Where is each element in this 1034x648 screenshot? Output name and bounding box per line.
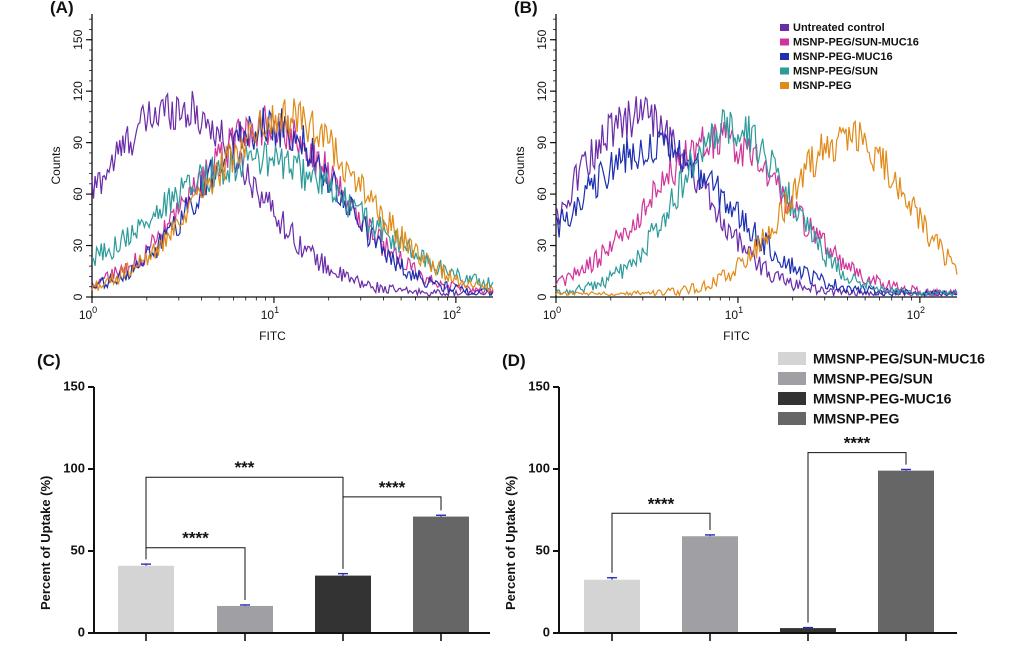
legend-swatch — [778, 412, 806, 425]
y-tick-label: 50 — [71, 542, 85, 557]
series-line-4 — [91, 140, 494, 291]
series-line-3 — [91, 107, 494, 297]
significance-bracket — [611, 512, 711, 573]
bar-1 — [584, 579, 640, 633]
y-axis-label: Counts — [49, 146, 63, 184]
legend-entry: MSNP-PEG/SUN-MUC16 — [793, 37, 919, 49]
y-tick-label: 120 — [535, 81, 549, 101]
panel-label: (D) — [502, 351, 526, 370]
significance-label: *** — [235, 458, 255, 477]
panel-label: (B) — [514, 0, 538, 17]
x-tick-label: 101 — [725, 305, 743, 322]
y-axis-label: Percent of Uptake (%) — [503, 476, 518, 610]
legend-swatch — [780, 82, 789, 89]
legend-swatch — [780, 38, 789, 46]
panel-label: (C) — [37, 351, 61, 370]
y-tick-label: 120 — [71, 81, 85, 101]
bar-2 — [682, 536, 738, 633]
legend-swatch — [780, 67, 789, 75]
y-tick-label: 100 — [528, 460, 550, 475]
significance-label: **** — [648, 494, 675, 513]
y-tick-label: 100 — [63, 460, 85, 475]
legend-swatch — [780, 53, 789, 60]
series-line-3 — [555, 130, 958, 298]
series-line-5 — [555, 119, 958, 298]
significance-bracket — [342, 496, 442, 569]
histogram-panel-b: (B) 0 30 60 90 120 150 100 101 102 FITC Counts Untre… — [513, 0, 958, 343]
legend-swatch — [778, 392, 806, 405]
x-axis-label: FITC — [259, 329, 286, 343]
histogram-panel-a: (A) 0 30 60 90 120 150 100 101 102 FITC Counts — [49, 0, 494, 343]
legend-entry: MSNP-PEG — [793, 80, 852, 92]
legend-entry: MSNP-PEG-MUC16 — [793, 51, 893, 63]
panel-label: (A) — [50, 0, 74, 17]
x-tick-label: 101 — [261, 305, 279, 322]
y-tick-label: 30 — [535, 239, 549, 253]
y-tick-label: 90 — [71, 136, 85, 150]
y-tick-label: 150 — [535, 29, 549, 49]
significance-label: **** — [379, 478, 406, 497]
y-tick-label: 150 — [528, 378, 550, 393]
y-tick-label: 60 — [71, 187, 85, 201]
bar-1 — [118, 565, 174, 633]
bar-4 — [878, 470, 934, 633]
y-tick-label: 0 — [535, 293, 549, 300]
x-tick-label: 102 — [907, 305, 925, 322]
significance-bracket — [807, 452, 907, 623]
significance-label: **** — [182, 529, 209, 548]
x-axis-label: FITC — [723, 329, 750, 343]
y-tick-label: 50 — [536, 542, 550, 557]
series-line-5 — [91, 98, 494, 294]
legend-entry: MSNP-PEG/SUN — [793, 66, 878, 78]
legend-entry: MMSNP-PEG/SUN — [813, 371, 933, 387]
legend-swatch — [778, 352, 806, 365]
y-axis-label: Counts — [513, 146, 527, 184]
bar-3 — [780, 628, 836, 633]
series-line-1 — [91, 91, 494, 298]
bar-2 — [217, 605, 273, 633]
bar-3 — [315, 575, 371, 633]
y-tick-label: 0 — [78, 624, 85, 639]
legend-entry: MMSNP-PEG-MUC16 — [813, 391, 952, 407]
legend-entry: MMSNP-PEG/SUN-MUC16 — [813, 351, 985, 367]
legend-entry: Untreated control — [793, 22, 885, 34]
x-tick-label: 102 — [443, 305, 461, 322]
y-tick-label: 30 — [71, 239, 85, 253]
x-tick-label: 100 — [79, 305, 97, 322]
legend-entry: MMSNP-PEG — [813, 411, 899, 427]
x-tick-label: 100 — [543, 305, 561, 322]
y-tick-label: 60 — [535, 187, 549, 201]
bar-panel-d: (D) 0 50 100 150 Percent of Uptake (%) **** ***… — [502, 351, 985, 641]
series-line-1 — [555, 96, 958, 298]
legend-swatch — [780, 24, 789, 31]
y-tick-label: 150 — [63, 378, 85, 393]
significance-label: **** — [844, 434, 871, 453]
bar-4 — [413, 516, 469, 633]
y-tick-label: 0 — [71, 293, 85, 300]
series-line-4 — [555, 108, 958, 298]
legend-swatch — [778, 372, 806, 385]
y-tick-label: 150 — [71, 29, 85, 49]
series-line-2 — [91, 105, 494, 295]
y-axis-label: Percent of Uptake (%) — [38, 476, 53, 610]
y-tick-label: 90 — [535, 136, 549, 150]
y-tick-label: 0 — [543, 624, 550, 639]
